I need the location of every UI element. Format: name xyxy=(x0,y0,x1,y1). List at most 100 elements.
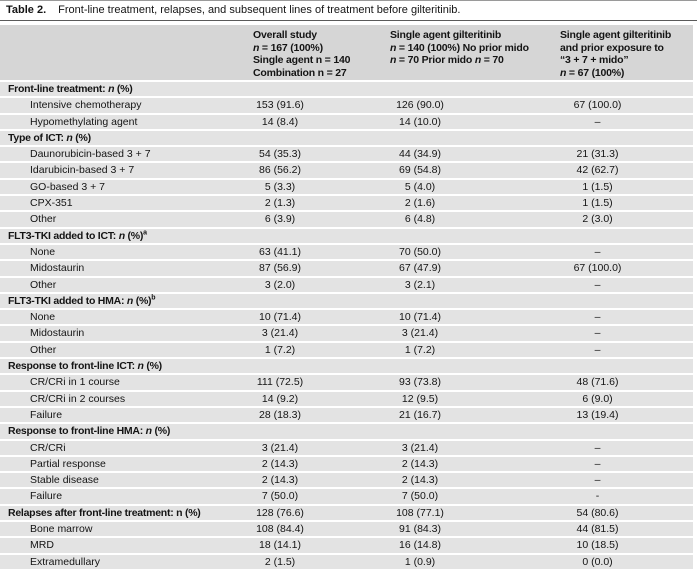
column-header-line: n = 67 (100%) xyxy=(560,66,625,79)
cell-value xyxy=(245,424,380,438)
column-header: Overall study n = 167 (100%) Single agent … xyxy=(253,29,350,79)
row-label: Partial response xyxy=(30,457,106,470)
cell-value-text: 0 (0.0) xyxy=(582,555,613,568)
cell-value-text: 2 (14.3) xyxy=(401,474,439,487)
cell-value-text: – xyxy=(594,474,601,487)
row-label: None xyxy=(30,311,56,324)
cell-value xyxy=(380,229,550,243)
cell-value-text: 69 (54.8) xyxy=(398,164,442,177)
cell-value-text: – xyxy=(594,115,601,128)
cell-value-text: 54 (35.3) xyxy=(258,148,302,161)
cell-value-text: 10 (18.5) xyxy=(576,539,619,552)
cell-value: 21 (31.3) xyxy=(550,147,693,161)
cell-value-text: 2 (1.5) xyxy=(264,555,296,568)
table-row: CPX-351 2 (1.3) 2 (1.6) 1 (1.5) xyxy=(0,196,693,211)
cell-value-text: 6 (4.8) xyxy=(404,213,436,226)
cell-value: 3 (21.4) xyxy=(380,441,550,455)
cell-value: 2 (1.3) xyxy=(245,196,380,210)
cell-value: 91 (84.3) xyxy=(380,522,550,536)
cell-value: 12 (9.5) xyxy=(380,392,550,406)
table-row: Front-line treatment: n (%) xyxy=(0,82,693,97)
data-table: Front-line treatment: n (%) Intensive che… xyxy=(0,80,693,571)
title-rule xyxy=(0,20,697,21)
cell-value-text: 7 (50.0) xyxy=(401,490,439,503)
table-row: Type of ICT: n (%) xyxy=(0,130,693,146)
cell-value-text: 63 (41.1) xyxy=(258,245,302,258)
table-row: Partial response 2 (14.3) 2 (14.3) – xyxy=(0,456,693,472)
table-row: CR/CRi 3 (21.4) 3 (21.4) – xyxy=(0,440,693,455)
cell-value xyxy=(245,229,380,243)
cell-value-text: 3 (2.1) xyxy=(404,278,436,291)
cell-value: 3 (21.4) xyxy=(245,326,380,340)
table-row: GO-based 3 + 7 5 (3.3) 5 (4.0) 1 (1.5) xyxy=(0,179,693,195)
cell-value: 10 (18.5) xyxy=(550,538,693,552)
cell-value-text: 14 (9.2) xyxy=(261,392,299,405)
table-row: Bone marrow 108 (84.4) 91 (84.3) 44 (81.5) xyxy=(0,522,693,537)
cell-value-text: 3 (21.4) xyxy=(261,441,299,454)
table-row: CR/CRi in 2 courses 14 (9.2) 12 (9.5) 6 (9.… xyxy=(0,391,693,406)
row-label: Intensive chemotherapy xyxy=(30,99,142,112)
table-body: Front-line treatment: n (%) Intensive che… xyxy=(0,82,693,569)
row-label: MRD xyxy=(30,539,54,552)
cell-value-text: 91 (84.3) xyxy=(398,523,442,536)
cell-value: 128 (76.6) xyxy=(245,506,380,520)
cell-value: 0 (0.0) xyxy=(550,555,693,569)
cell-value-text: 93 (73.8) xyxy=(398,376,442,389)
table-row: Other 6 (3.9) 6 (4.8) 2 (3.0) xyxy=(0,212,693,227)
row-label: Other xyxy=(30,343,57,356)
cell-value: 67 (47.9) xyxy=(380,261,550,275)
cell-value: 14 (10.0) xyxy=(380,115,550,129)
cell-value: 1 (7.2) xyxy=(245,343,380,357)
column-header-line: “3 + 7 + mido” xyxy=(560,54,629,66)
column-header-line: n = 70 Prior mido n = 70 xyxy=(390,54,504,66)
cell-value: 10 (71.4) xyxy=(380,310,550,324)
cell-value: – xyxy=(550,326,693,340)
row-label: CR/CRi xyxy=(30,441,66,454)
cell-value: 86 (56.2) xyxy=(245,163,380,177)
table-row: Response to front-line ICT: n (%) xyxy=(0,359,693,374)
cell-value xyxy=(380,294,550,308)
footnote-marker: a xyxy=(143,229,147,237)
cell-value: 7 (50.0) xyxy=(380,489,550,503)
row-label: Failure xyxy=(30,490,63,503)
column-header-line: n = 167 (100%) xyxy=(253,41,323,54)
cell-value: 111 (72.5) xyxy=(245,375,380,389)
cell-value: 13 (19.4) xyxy=(550,408,693,422)
column-header-line: Single agent gilteritinib xyxy=(390,29,502,41)
row-label: Other xyxy=(30,278,57,291)
cell-value: – xyxy=(550,441,693,455)
row-label: CPX-351 xyxy=(30,197,73,210)
table-row: Daunorubicin-based 3 + 7 54 (35.3) 44 (34.… xyxy=(0,147,693,162)
cell-value-text: 28 (18.3) xyxy=(258,408,302,421)
cell-value xyxy=(550,82,693,96)
cell-value: 6 (9.0) xyxy=(550,392,693,406)
cell-value: 6 (4.8) xyxy=(380,212,550,226)
cell-value-text: 44 (34.9) xyxy=(398,148,442,161)
cell-value: 42 (62.7) xyxy=(550,163,693,177)
cell-value-text: 87 (56.9) xyxy=(258,262,302,275)
row-label: FLT3-TKI added to HMA: n (%)b xyxy=(8,294,156,307)
cell-value-text: 108 (77.1) xyxy=(396,506,444,519)
row-label: Other xyxy=(30,213,57,226)
table-row: Other 1 (7.2) 1 (7.2) – xyxy=(0,342,693,358)
page-top-rule xyxy=(0,0,697,1)
cell-value: 2 (1.5) xyxy=(245,555,380,569)
cell-value xyxy=(550,229,693,243)
table-row: FLT3-TKI added to HMA: n (%)b xyxy=(0,293,693,309)
footnote-marker: b xyxy=(151,294,156,302)
cell-value-text: 67 (47.9) xyxy=(398,262,442,275)
cell-value-text: 5 (3.3) xyxy=(264,180,296,193)
table-title: Table 2. Front-line treatment, relapses, … xyxy=(0,1,697,19)
cell-value-text: 86 (56.2) xyxy=(258,164,302,177)
cell-value-text: 10 (71.4) xyxy=(398,311,442,324)
cell-value: 54 (35.3) xyxy=(245,147,380,161)
cell-value: 44 (81.5) xyxy=(550,522,693,536)
cell-value-text: 153 (91.6) xyxy=(256,99,304,112)
cell-value: 3 (2.0) xyxy=(245,278,380,292)
cell-value xyxy=(550,294,693,308)
cell-value-text: 16 (14.8) xyxy=(398,539,442,552)
cell-value: 2 (3.0) xyxy=(550,212,693,226)
cell-value-text: 10 (71.4) xyxy=(258,311,302,324)
cell-value-text: 2 (14.3) xyxy=(261,457,299,470)
cell-value-text: 1 (7.2) xyxy=(264,343,296,356)
